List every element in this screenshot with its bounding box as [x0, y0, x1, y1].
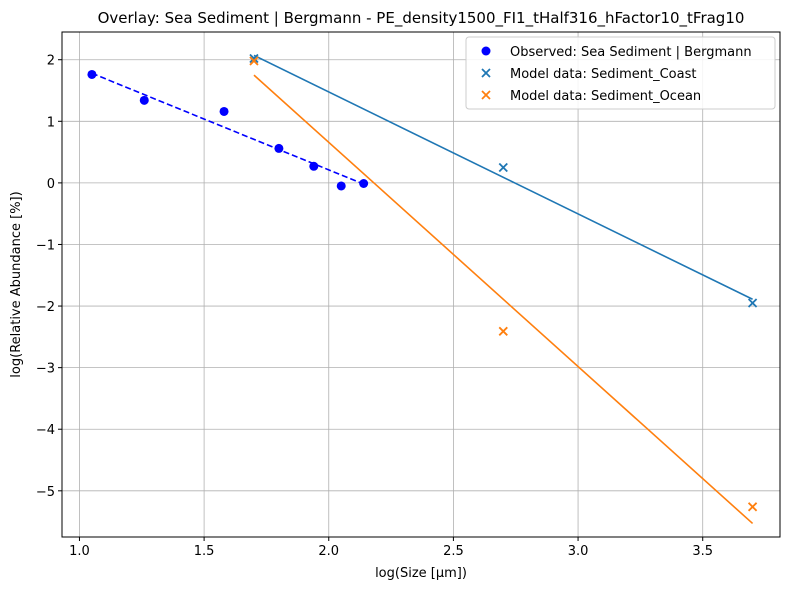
- data-point-stroke: [747, 502, 758, 512]
- data-point: [249, 53, 259, 64]
- data-point-stroke: [498, 162, 508, 173]
- y-axis-label: log(Relative Abundance [%]): [9, 191, 24, 377]
- data-point: [747, 502, 758, 512]
- series-group: [87, 69, 369, 191]
- legend-entry-label: Model data: Sediment_Coast: [510, 67, 696, 82]
- data-point: [481, 46, 491, 56]
- data-point-stroke: [249, 53, 259, 64]
- legend-entry-label: Model data: Sediment_Ocean: [510, 89, 701, 104]
- x-tick-label: 2.5: [443, 544, 464, 559]
- fit-line: [253, 74, 754, 525]
- data-point: [481, 90, 491, 100]
- data-point-stroke: [481, 90, 491, 100]
- chart-title: Overlay: Sea Sediment | Bergmann - PE_de…: [98, 9, 745, 28]
- y-tick-label: −3: [36, 362, 55, 377]
- x-tick-label: 1.0: [69, 544, 90, 559]
- data-point-stroke: [249, 56, 259, 66]
- x-tick-label: 3.5: [692, 544, 713, 559]
- data-point: [219, 106, 229, 116]
- legend: Observed: Sea Sediment | Bergmann Model d…: [465, 36, 776, 110]
- data-point: [481, 68, 491, 78]
- y-tick-label: −1: [36, 238, 55, 253]
- data-point-stroke: [747, 298, 758, 308]
- plot-area-frame: [61, 31, 781, 538]
- data-point: [87, 69, 97, 79]
- data-point: [498, 326, 508, 336]
- x-tick-label: 1.5: [194, 544, 215, 559]
- legend-entry-label: Observed: Sea Sediment | Bergmann: [510, 45, 752, 60]
- data-point: [336, 181, 346, 191]
- fit-lines: [91, 54, 754, 525]
- fit-line: [91, 72, 364, 185]
- data-point: [498, 162, 508, 173]
- series-group: [249, 53, 758, 308]
- x-axis-label: log(Size [μm]): [375, 566, 467, 581]
- data-point: [747, 298, 758, 308]
- grid: [62, 32, 780, 537]
- data-point-stroke: [498, 326, 508, 336]
- data-point: [309, 161, 319, 171]
- axis-ticks: 1.0 1.5 2.0 2.5 3.0 3.5 2 1 0 −1 −2 −3 −4 −5: [36, 54, 713, 559]
- data-point: [359, 179, 369, 188]
- data-point: [249, 56, 259, 66]
- y-tick-label: 1: [47, 115, 55, 130]
- fit-line: [253, 54, 753, 300]
- x-tick-label: 3.0: [568, 544, 589, 559]
- legend-box: [465, 36, 776, 110]
- y-tick-label: 0: [47, 177, 55, 192]
- data-series: [87, 53, 758, 512]
- series-group: [249, 56, 758, 512]
- y-tick-label: −5: [36, 485, 55, 500]
- x-tick-label: 2.0: [318, 544, 339, 559]
- data-point: [139, 95, 149, 105]
- data-point: [274, 143, 284, 153]
- y-tick-label: −4: [36, 423, 55, 438]
- y-tick-label: 2: [47, 54, 55, 69]
- data-point-stroke: [481, 68, 491, 78]
- y-tick-label: −2: [36, 300, 55, 315]
